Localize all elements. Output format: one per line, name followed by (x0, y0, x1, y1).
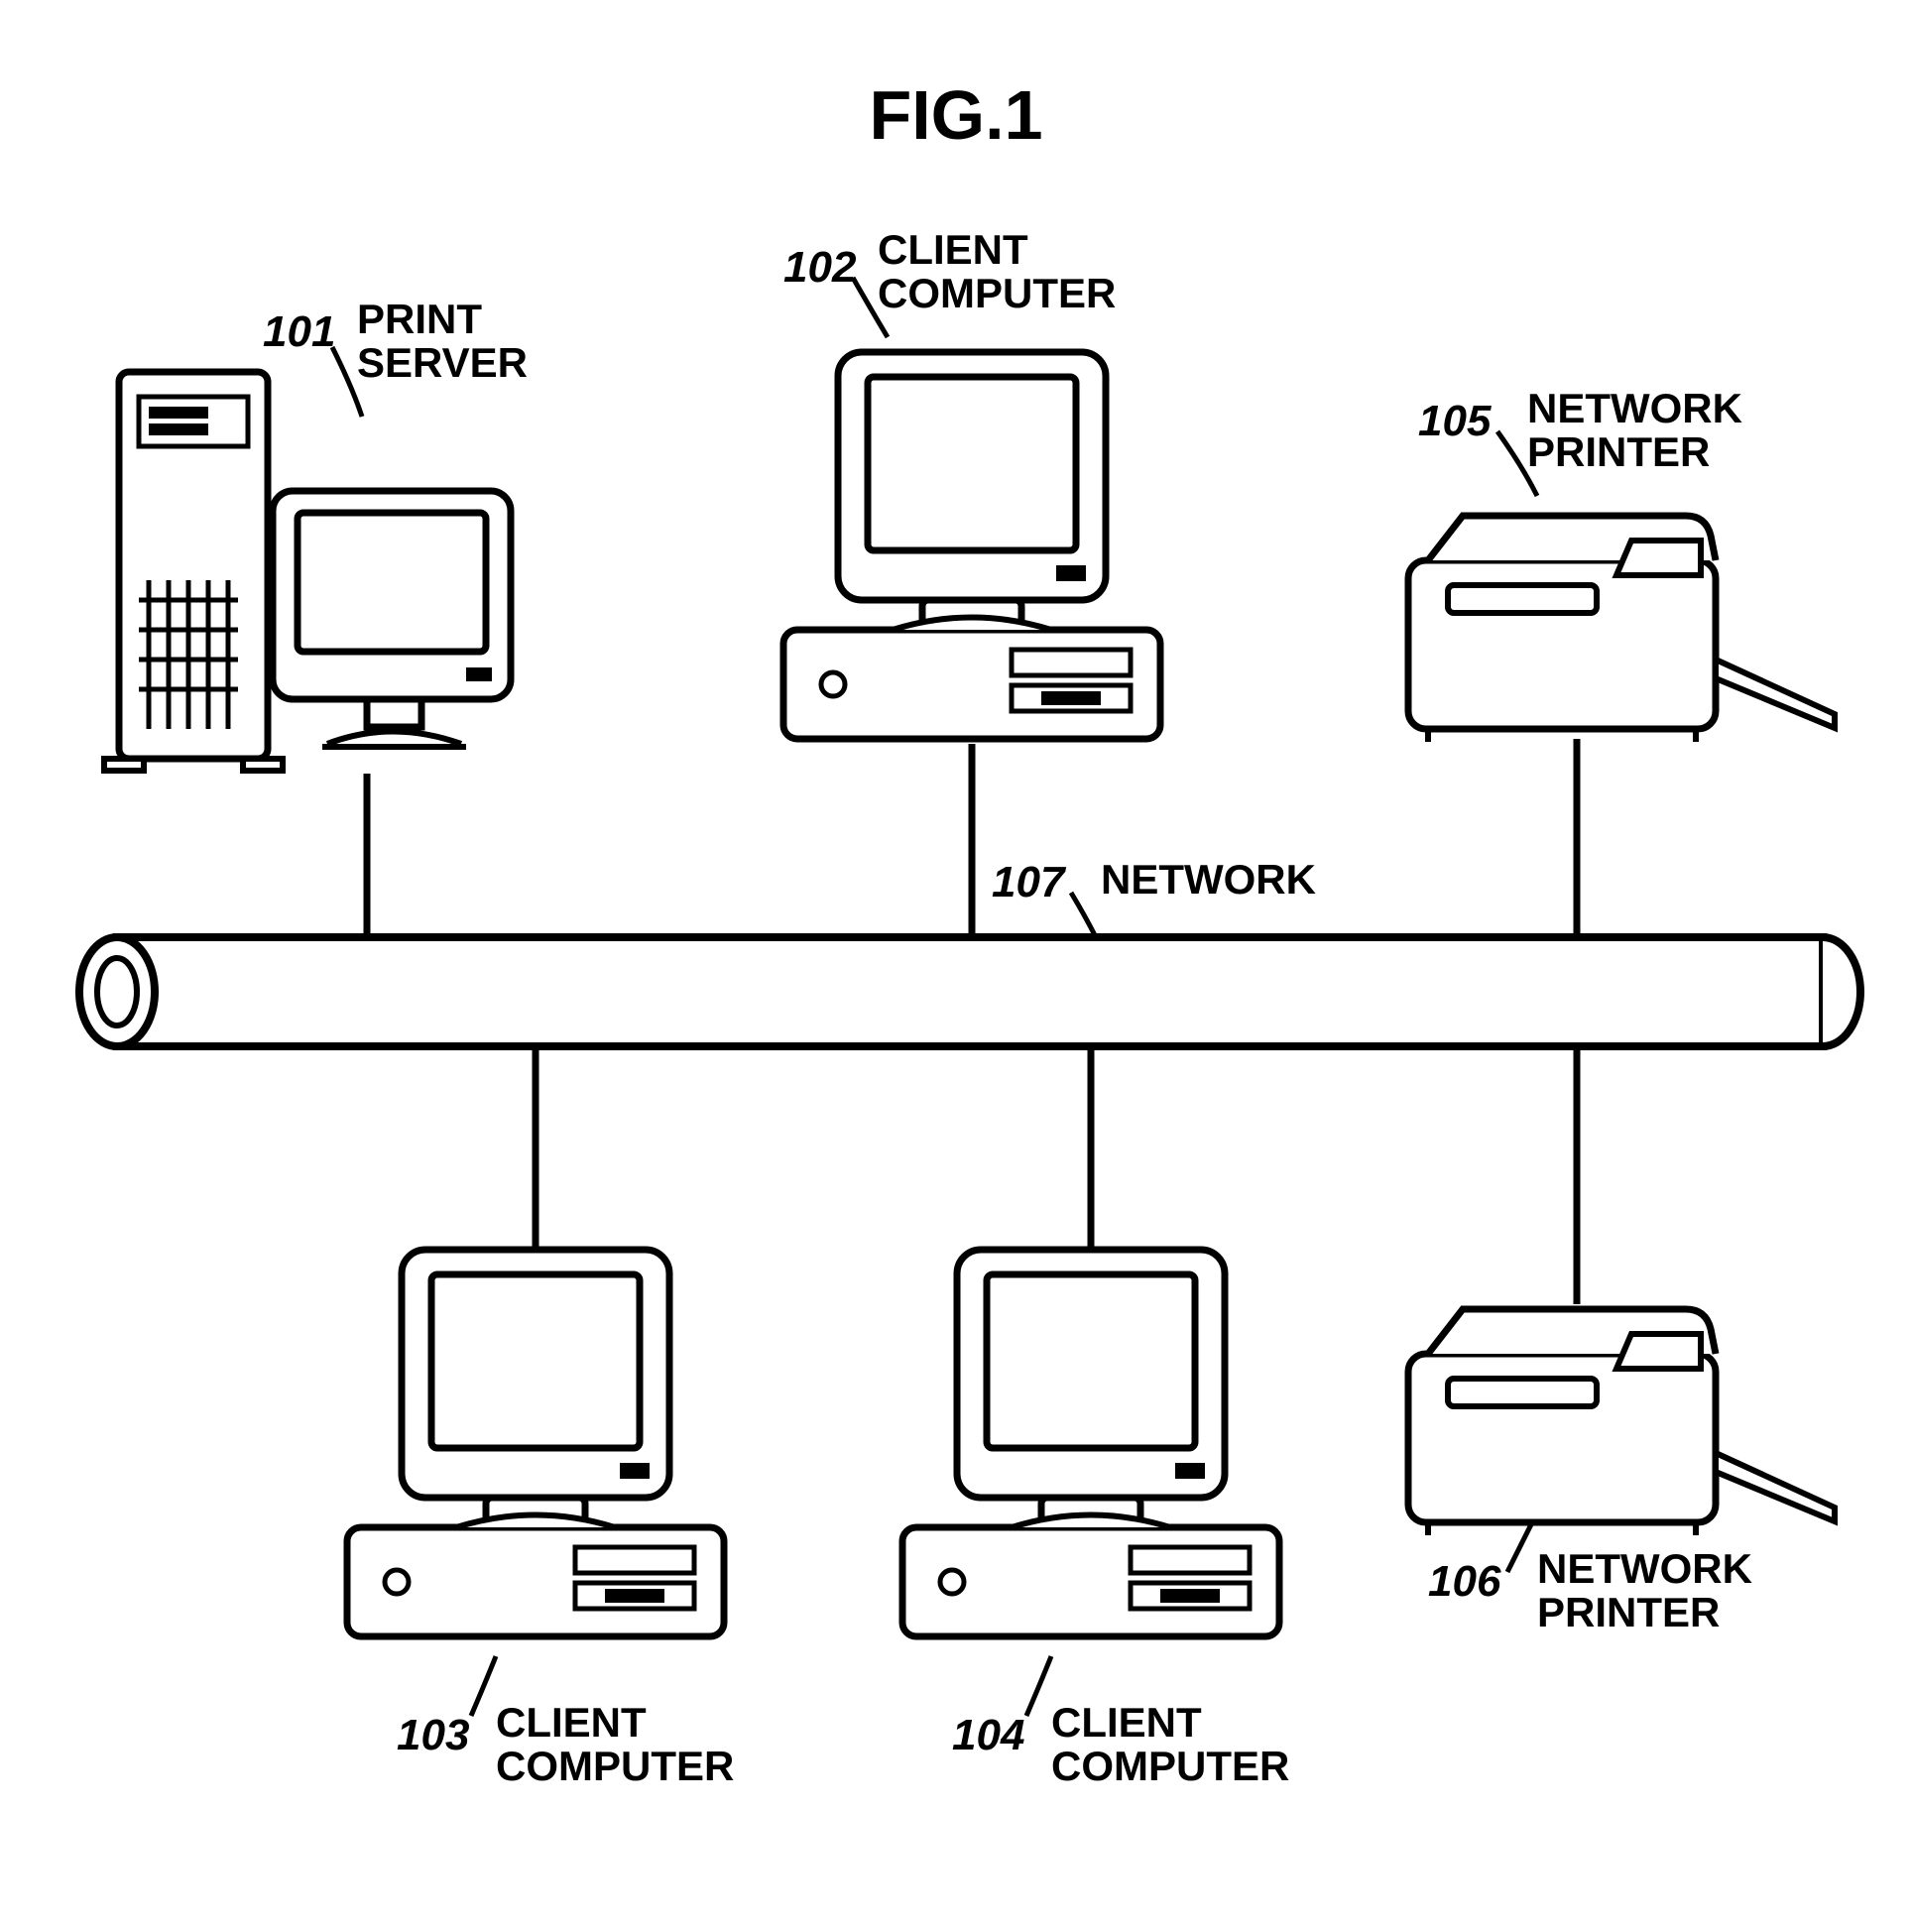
ref-number: 102 (783, 243, 856, 293)
device-label: NETWORK (1101, 858, 1316, 902)
client-computer-icon (783, 352, 1160, 739)
client-computer-icon (347, 1250, 724, 1636)
device-label: NETWORK PRINTER (1527, 387, 1742, 474)
device-label: CLIENT COMPUTER (496, 1701, 734, 1788)
ref-number: 106 (1428, 1557, 1500, 1607)
ref-number: 107 (992, 858, 1064, 907)
device-label: PRINT SERVER (357, 298, 528, 385)
network-printer-icon (1408, 1309, 1835, 1535)
ref-number: 101 (263, 307, 335, 357)
network-pipe (79, 937, 1860, 1046)
device-label: CLIENT COMPUTER (1051, 1701, 1289, 1788)
ref-number: 104 (952, 1711, 1024, 1760)
ref-number: 105 (1418, 397, 1491, 446)
device-label: NETWORK PRINTER (1537, 1547, 1752, 1634)
network-printer-icon (1408, 516, 1835, 742)
ref-number: 103 (397, 1711, 469, 1760)
figure-stage: FIG.1 (0, 0, 1912, 1932)
device-label: CLIENT COMPUTER (878, 228, 1116, 315)
print-server-icon (104, 372, 511, 771)
client-computer-icon (902, 1250, 1279, 1636)
